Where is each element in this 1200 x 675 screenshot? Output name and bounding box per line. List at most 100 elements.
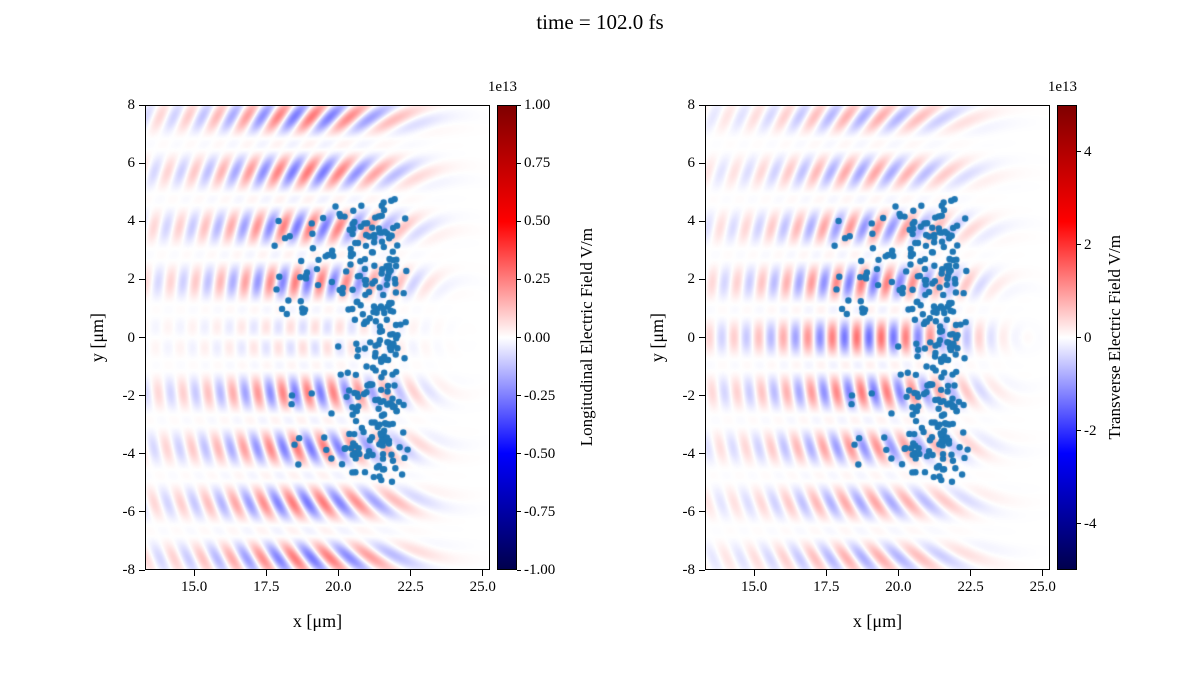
x-tick-mark bbox=[970, 570, 972, 576]
colorbar bbox=[1057, 105, 1077, 570]
colorbar-tick-mark bbox=[1077, 151, 1081, 152]
colorbar-tick-mark bbox=[517, 220, 521, 222]
x-tick-label: 20.0 bbox=[325, 579, 352, 595]
colorbar-tick-label: -4 bbox=[1084, 515, 1097, 532]
y-tick-label: 6 bbox=[127, 155, 136, 172]
colorbar-tick-mark bbox=[517, 511, 521, 513]
y-tick-label: 0 bbox=[687, 329, 696, 346]
field-heatmap-canvas bbox=[705, 105, 1050, 570]
x-tick-label: 22.5 bbox=[397, 579, 424, 595]
y-tick-mark bbox=[139, 104, 145, 106]
y-axis-label: y [μm] bbox=[645, 105, 669, 570]
y-tick-mark bbox=[699, 453, 705, 455]
y-tick-label: -2 bbox=[122, 387, 136, 404]
y-tick-mark bbox=[699, 511, 705, 513]
colorbar-axis-label-text: Longitudinal Electric Field V/m bbox=[577, 228, 596, 447]
colorbar-tick-mark bbox=[1077, 244, 1081, 245]
x-tick-mark bbox=[265, 570, 267, 576]
colorbar-tick-mark bbox=[517, 337, 521, 338]
colorbar-axis-label: Transverse Electric Field V/m bbox=[1103, 105, 1127, 570]
y-tick-mark bbox=[699, 337, 705, 338]
y-tick-mark bbox=[139, 220, 145, 222]
y-tick-mark bbox=[699, 162, 705, 164]
y-tick-label: -8 bbox=[682, 562, 696, 578]
colorbar-tick-label: 0.00 bbox=[524, 329, 551, 346]
y-tick-label: -8 bbox=[122, 562, 136, 578]
colorbar-tick-label: 0.25 bbox=[524, 271, 551, 288]
y-axis-label-text: y [μm] bbox=[646, 312, 667, 363]
x-tick-label: 25.0 bbox=[1029, 579, 1056, 595]
y-axis-label-text: y [μm] bbox=[86, 312, 107, 363]
y-tick-mark bbox=[139, 453, 145, 455]
x-tick-mark bbox=[337, 570, 339, 576]
y-tick-mark bbox=[699, 569, 705, 571]
y-tick-mark bbox=[139, 511, 145, 513]
y-tick-mark bbox=[139, 162, 145, 164]
y-tick-label: -4 bbox=[122, 445, 136, 462]
y-tick-mark bbox=[699, 278, 705, 280]
x-tick-label: 25.0 bbox=[469, 579, 496, 595]
plot-area: 15.0 17.5 20.0 22.5 25.0 8 6 4 2 0 -2 -4 -6 -8 bbox=[123, 97, 496, 595]
x-tick-label: 15.0 bbox=[740, 579, 768, 595]
field-heatmap-canvas bbox=[145, 105, 490, 570]
colorbar-tick-label: 0.50 bbox=[524, 213, 551, 230]
colorbar-tick-label: -1.00 bbox=[524, 562, 556, 578]
y-tick-label: 2 bbox=[127, 271, 136, 288]
x-tick-label: 17.5 bbox=[253, 579, 280, 595]
colorbar-tick-label: 0 bbox=[1084, 329, 1092, 346]
colorbar bbox=[497, 105, 517, 570]
y-tick-label: 8 bbox=[127, 97, 136, 113]
y-tick-label: -6 bbox=[682, 503, 696, 520]
colorbar-scale-label: 1e13 bbox=[1047, 79, 1077, 95]
y-tick-label: 4 bbox=[127, 213, 136, 230]
x-tick-mark bbox=[410, 570, 412, 576]
y-tick-label: -4 bbox=[682, 445, 696, 462]
y-tick-mark bbox=[139, 569, 145, 571]
y-axis-label: y [μm] bbox=[85, 105, 109, 570]
y-tick-mark bbox=[699, 395, 705, 397]
colorbar-tick-label: -0.50 bbox=[524, 445, 556, 462]
y-tick-mark bbox=[699, 104, 705, 106]
colorbar-tick-mark bbox=[517, 278, 521, 280]
x-tick-label: 22.5 bbox=[957, 579, 984, 595]
colorbar-tick-label: 2 bbox=[1084, 236, 1092, 253]
x-axis-label: x [μm] bbox=[292, 611, 343, 631]
colorbar-tick-label: 4 bbox=[1084, 143, 1092, 160]
colorbar-tick-mark bbox=[1077, 430, 1081, 431]
x-tick-mark bbox=[193, 570, 195, 576]
plot-area: 15.0 17.5 20.0 22.5 25.0 8 6 4 2 0 -2 -4 -6 -8 bbox=[683, 97, 1056, 595]
colorbar-tick-mark bbox=[1077, 523, 1081, 524]
panel-transverse-field: 15.0 17.5 20.0 22.5 25.0 8 6 4 2 0 -2 -4 -6 -8 x [μm… bbox=[647, 79, 1175, 631]
x-tick-label: 17.5 bbox=[813, 579, 840, 595]
x-tick-label: 15.0 bbox=[180, 579, 208, 595]
colorbar-tick-mark bbox=[1077, 337, 1081, 338]
y-tick-label: 4 bbox=[687, 213, 696, 230]
colorbar-tick-label: 1.00 bbox=[524, 97, 551, 113]
y-tick-mark bbox=[699, 220, 705, 222]
y-tick-label: -2 bbox=[682, 387, 696, 404]
x-tick-mark bbox=[482, 570, 484, 576]
x-tick-mark bbox=[825, 570, 827, 576]
colorbar-tick-label: -2 bbox=[1084, 422, 1097, 439]
y-tick-mark bbox=[139, 337, 145, 338]
colorbar-tick-mark bbox=[517, 395, 521, 397]
x-tick-mark bbox=[1042, 570, 1044, 576]
colorbar-axis-label: Longitudinal Electric Field V/m bbox=[575, 105, 599, 570]
colorbar-tick-label: -0.25 bbox=[524, 387, 556, 404]
y-tick-label: 8 bbox=[687, 97, 696, 113]
y-tick-label: 6 bbox=[687, 155, 696, 172]
colorbar-tick-mark bbox=[517, 569, 521, 571]
x-axis-label: x [μm] bbox=[852, 611, 903, 631]
y-tick-label: -6 bbox=[122, 503, 136, 520]
colorbar-tick-mark bbox=[517, 453, 521, 455]
panel-longitudinal-field: 15.0 17.5 20.0 22.5 25.0 8 6 4 2 0 -2 -4 -6 -8 x [μm… bbox=[87, 79, 615, 631]
y-tick-mark bbox=[139, 278, 145, 280]
y-tick-mark bbox=[139, 395, 145, 397]
colorbar-tick-label: -0.75 bbox=[524, 503, 556, 520]
x-tick-mark bbox=[753, 570, 755, 576]
figure-title: time = 102.0 fs bbox=[536, 10, 664, 34]
colorbar-axis-label-text: Transverse Electric Field V/m bbox=[1105, 235, 1124, 440]
y-tick-label: 2 bbox=[687, 271, 696, 288]
colorbar-tick-mark bbox=[517, 104, 521, 106]
